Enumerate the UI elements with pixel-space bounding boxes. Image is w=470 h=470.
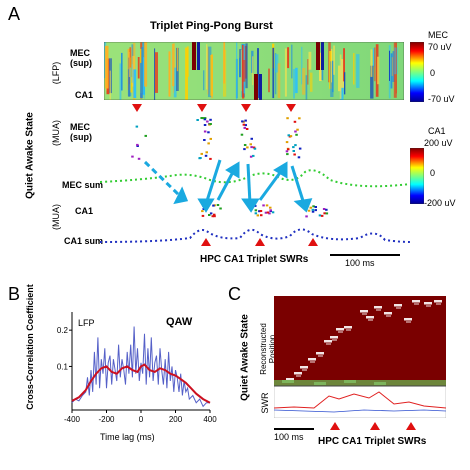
colorbar-mec-mid: 0 <box>430 68 436 78</box>
row-label-mec-sum: MEC sum <box>62 180 104 190</box>
panel-a-scalebar-label: 100 ms <box>345 258 375 268</box>
row-label-ca1-sum: CA1 sum <box>64 236 104 246</box>
panel-c-scalebar-label: 100 ms <box>274 432 304 442</box>
colorbar-ca1-label: CA1 <box>428 126 446 136</box>
event-marker-1 <box>132 104 142 112</box>
panel-a-scalebar-line <box>330 254 400 256</box>
x-tick-label: -400 <box>64 415 81 424</box>
panel-c-letter: C <box>228 284 241 304</box>
panel-a-title: Triplet Ping-Pong Burst <box>150 20 273 32</box>
panel-c-bottom-label: HPC CA1 Triplet SWRs <box>318 436 427 447</box>
panel-c-state-label: Quiet Awake State <box>239 314 251 401</box>
panel-a-state-label: Quiet Awake State <box>24 112 36 199</box>
event-marker-3 <box>241 104 251 112</box>
panel-b-xlabel: Time lag (ms) <box>100 432 155 442</box>
row-label-ca1-mua: CA1 <box>75 206 94 216</box>
panel-b-ylabel: Cross-Correlation Coefficient <box>25 284 35 410</box>
lfp-heatmap <box>104 42 404 100</box>
colorbar-mec <box>410 42 424 102</box>
colorbar-ca1-min: -200 uV <box>424 198 456 208</box>
panel-c-swr-markers <box>330 422 416 430</box>
swr-baseline <box>274 409 446 413</box>
panel-a-letter: A <box>8 4 21 24</box>
panel-b-tag: QAW <box>166 316 193 328</box>
mua-group-label-1: (MUA) <box>51 120 61 146</box>
panel-b-chart: -400 -200 0 200 400 0.1 0.2 <box>57 312 217 424</box>
x-tick-label: 200 <box>169 415 183 424</box>
series-lfp-smoothed <box>71 363 211 404</box>
colorbar-mec-max: 70 uV <box>428 42 452 52</box>
panel-c-swr-label: SWR <box>260 392 270 414</box>
row-label-mec-lfp: MEC (sup) <box>70 48 92 68</box>
lfp-group-label: (LFP) <box>51 61 61 85</box>
colorbar-mec-label: MEC <box>428 30 448 40</box>
swr-trace <box>274 391 446 409</box>
ca1-sum-trace <box>100 228 410 243</box>
colorbar-mec-min: -70 uV <box>428 94 455 104</box>
x-tick-label: 400 <box>203 415 217 424</box>
mec-sum-trace <box>100 169 410 188</box>
swr-marker-1 <box>201 238 211 246</box>
colorbar-ca1-max: 200 uV <box>424 138 453 148</box>
colorbar-ca1 <box>410 148 424 204</box>
panel-c-scalebar-line <box>274 428 314 430</box>
swr-marker-2 <box>255 238 265 246</box>
event-marker-4 <box>286 104 296 112</box>
row-label-mec-mua: MEC (sup) <box>70 122 92 142</box>
panel-a-bottom-label: HPC CA1 Triplet SWRs <box>200 254 309 265</box>
row-label-ca1-lfp: CA1 <box>75 90 94 100</box>
colorbar-ca1-mid: 0 <box>430 168 436 178</box>
x-tick-label: -200 <box>98 415 115 424</box>
panel-c-decoding <box>274 296 446 418</box>
swr-marker-3 <box>308 238 318 246</box>
x-tick-label: 0 <box>139 415 144 424</box>
mua-group-label-2: (MUA) <box>51 204 61 230</box>
panel-b-letter: B <box>8 284 21 304</box>
mua-raster-area <box>100 104 410 246</box>
y-tick-label: 0.2 <box>57 326 69 335</box>
panel-b-inset: LFP <box>78 318 95 328</box>
y-tick-label: 0.1 <box>57 362 69 371</box>
event-marker-2 <box>197 104 207 112</box>
